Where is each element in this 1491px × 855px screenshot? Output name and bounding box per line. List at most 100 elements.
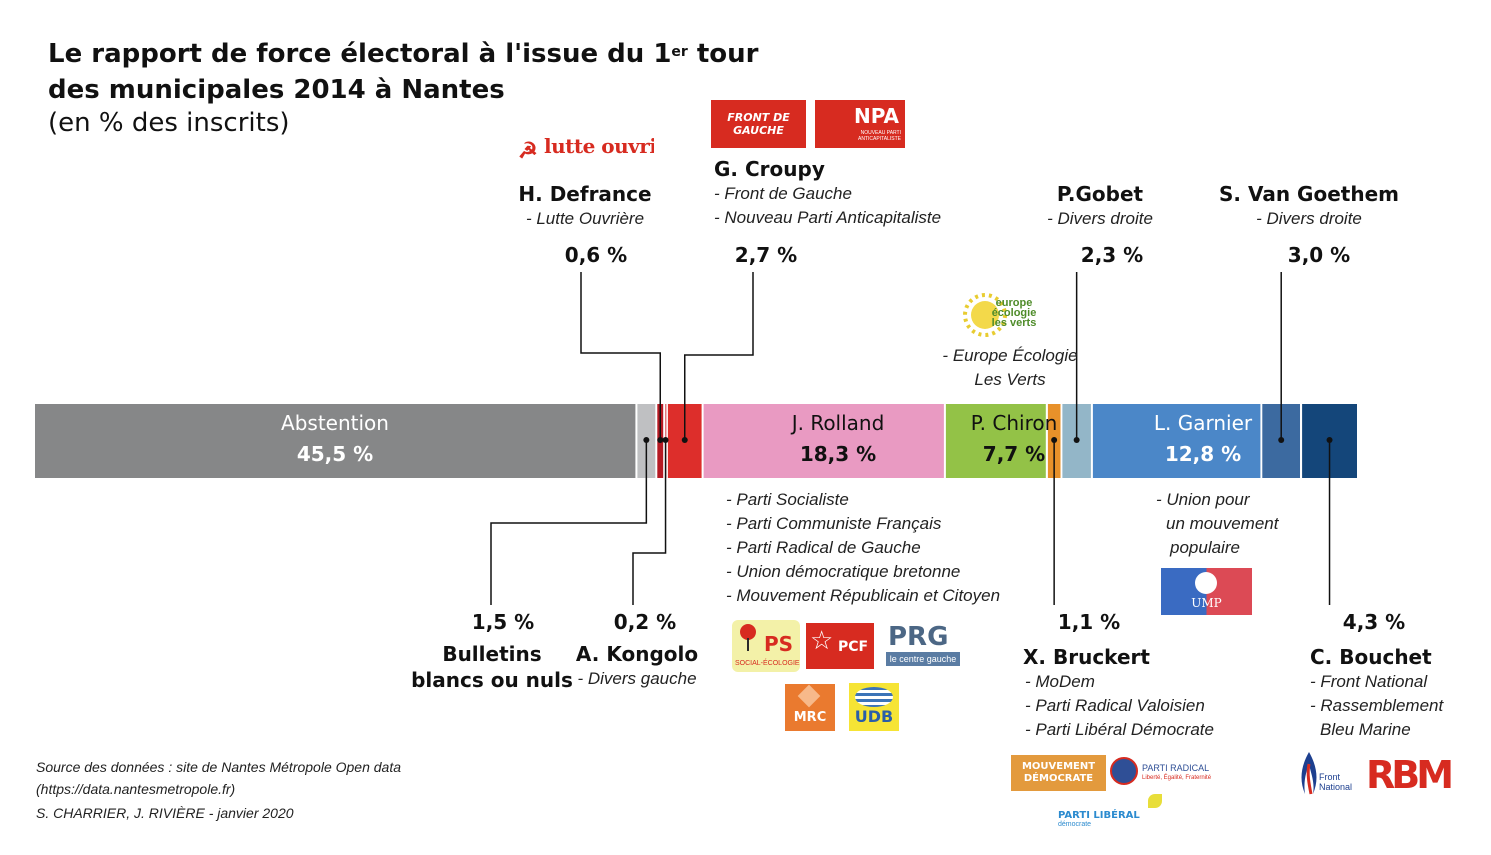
udb-logo-text: UDB — [854, 707, 894, 726]
rbm-logo: RBM — [1366, 753, 1454, 797]
rolland-party: - Parti Radical de Gauche — [726, 538, 921, 557]
rolland-party: - Union démocratique bretonne — [726, 562, 961, 581]
bruckert-party: - Parti Libéral Démocrate — [1025, 720, 1214, 739]
bar-label-chiron-pct: 7,7 % — [982, 442, 1046, 466]
source-line1: Source des données : site de Nantes Métr… — [36, 759, 402, 775]
bar-label-garnier-name: L. Garnier — [1153, 411, 1253, 435]
ps-logo-sub: SOCIAL-ÉCOLOGIE — [735, 660, 800, 667]
bar-label-chiron-name: P. Chiron — [970, 411, 1058, 435]
connector-dot-vangoethem — [1278, 437, 1285, 443]
label-kongolo-pct: 0,2 % — [613, 610, 677, 634]
label-vangoethem-pct: 3,0 % — [1287, 243, 1351, 267]
bar-label-chiron: P. Chiron 7,7 % — [971, 410, 1058, 466]
title-line1-post: tour — [687, 39, 759, 69]
label-bouchet: C. Bouchet - Front National - Rassemblem… — [1310, 644, 1443, 742]
title-line1-pre: Le rapport de force électoral à l'issue … — [48, 39, 672, 69]
connector-dot-gobet — [1073, 437, 1080, 443]
bar-label-abstention-pct: 45,5 % — [296, 442, 374, 466]
pcf-logo-text: PCF — [838, 639, 869, 655]
bar-label-abstention: Abstention 45,5 % — [281, 410, 389, 466]
mrc-logo: MRC — [785, 684, 835, 731]
bar-group — [35, 404, 1357, 478]
label-bruckert-name: X. Bruckert — [1023, 645, 1150, 669]
garnier-party-line: populaire — [1170, 538, 1240, 557]
label-defrance-name: H. Defrance — [518, 182, 652, 206]
chart-subtitle: (en % des inscrits) — [48, 108, 290, 138]
bar-segment-abstention — [35, 404, 636, 478]
parti-radical-logo: PARTI RADICAL Liberté, Égalité, Fraterni… — [1110, 755, 1215, 791]
garnier-party-line: un mouvement — [1166, 514, 1279, 533]
connector-dot-croupy — [681, 437, 688, 443]
npa-logo: NPA NOUVEAU PARTI ANTICAPITALISTE — [815, 100, 905, 148]
bar-label-rolland-name: J. Rolland — [791, 411, 885, 435]
rolland-party: - Parti Communiste Français — [726, 514, 942, 533]
parti-liberal-logo: PARTI LIBÉRAL démocrate — [1056, 794, 1166, 830]
marianne-icon — [1110, 757, 1138, 785]
npa-logo-sub: NOUVEAU PARTI ANTICAPITALISTE — [858, 130, 901, 142]
rolland-party: - Parti Socialiste — [726, 490, 849, 509]
bar-label-garnier: L. Garnier 12,8 % — [1154, 410, 1252, 466]
label-blancs: Bulletins blancs ou nuls — [411, 641, 573, 693]
pld-logo-sub: démocrate — [1058, 821, 1092, 828]
pld-logo-text: PARTI LIBÉRAL — [1058, 810, 1140, 821]
ps-rose-icon — [740, 624, 756, 651]
udb-flag-icon — [855, 687, 893, 707]
label-croupy-party1: - Front de Gauche — [714, 184, 852, 203]
pld-leaf-icon — [1148, 794, 1162, 808]
label-garnier-party: - Union pour un mouvement populaire — [1156, 488, 1278, 560]
label-bouchet-name: C. Bouchet — [1310, 645, 1432, 669]
connector-lines — [490, 272, 1333, 605]
label-gobet: P.Gobet - Divers droite — [1047, 181, 1153, 231]
label-kongolo-name: A. Kongolo — [575, 642, 699, 666]
eelv-logo-text: europe écologie les verts — [991, 297, 1037, 329]
connector-defrance — [580, 272, 662, 440]
bar-segment-p-chiron — [945, 404, 1046, 478]
bouchet-party: - Rassemblement — [1310, 696, 1444, 715]
ump-logo-text: UMP — [1191, 596, 1222, 610]
label-blancs-name1: Bulletins — [442, 642, 542, 666]
label-bruckert: X. Bruckert - MoDem - Parti Radical Valo… — [1023, 644, 1214, 742]
label-defrance-party: - Lutte Ouvrière — [525, 209, 645, 228]
connector-kongolo — [632, 440, 667, 605]
source-line3: S. CHARRIER, J. RIVIÈRE - janvier 2020 — [36, 805, 294, 821]
label-vangoethem-party: - Divers droite — [1256, 209, 1362, 228]
lutte-logo-text: lutte ouvrière — [544, 134, 654, 158]
bar-label-garnier-pct: 12,8 % — [1164, 442, 1242, 466]
label-croupy-party2: - Nouveau Parti Anticapitaliste — [714, 208, 942, 227]
parti-radical-sub: Liberté, Égalité, Fraternité — [1142, 775, 1212, 781]
label-gobet-pct: 2,3 % — [1080, 243, 1144, 267]
lutte-ouvriere-logo: ☭ lutte ouvrière — [518, 134, 654, 163]
front-national-logo: Front National — [1297, 750, 1357, 798]
ump-logo: UMP — [1161, 568, 1252, 615]
bruckert-party: - MoDem — [1025, 672, 1095, 691]
garnier-party-line: - Union pour — [1156, 490, 1250, 509]
label-blancs-name2: blancs ou nuls — [411, 668, 573, 692]
rolland-party: - Mouvement Républicain et Citoyen — [726, 586, 1001, 605]
prg-logo-text: PRG — [888, 622, 949, 652]
prg-logo-sub: le centre gauche — [886, 652, 960, 666]
label-defrance-pct: 0,6 % — [564, 243, 628, 267]
bar-label-rolland: J. Rolland 18,3 % — [792, 410, 885, 466]
bouchet-party: Bleu Marine — [1320, 720, 1411, 739]
eelv-logo: europe écologie les verts — [962, 292, 1047, 338]
fn-logo-text: Front National — [1319, 772, 1353, 792]
label-chiron-party1: - Europe Écologie — [942, 346, 1078, 365]
pcf-logo: ☆ PCF — [806, 623, 874, 669]
ump-tree-icon — [1195, 572, 1217, 594]
title-line1-sup: er — [671, 44, 688, 60]
title-line2: des municipales 2014 à Nantes — [48, 75, 505, 105]
source-line2: (https://data.nantesmetropole.fr) — [36, 781, 236, 797]
label-croupy-pct: 2,7 % — [734, 243, 798, 267]
chart-title: Le rapport de force électoral à l'issue … — [48, 36, 759, 108]
ps-logo: PS SOCIAL-ÉCOLOGIE — [732, 620, 800, 672]
label-bruckert-pct: 1,1 % — [1057, 610, 1121, 634]
label-kongolo-party: - Divers gauche — [577, 669, 697, 688]
label-kongolo: A. Kongolo - Divers gauche — [576, 641, 698, 691]
label-vangoethem-name: S. Van Goethem — [1219, 182, 1399, 206]
prg-logo: PRG le centre gauche — [884, 620, 960, 670]
front-de-gauche-logo: FRONT DE GAUCHE — [711, 100, 806, 148]
bar-label-rolland-pct: 18,3 % — [799, 442, 877, 466]
bouchet-party: - Front National — [1310, 672, 1428, 691]
bar-segment-j-rolland — [703, 404, 944, 478]
